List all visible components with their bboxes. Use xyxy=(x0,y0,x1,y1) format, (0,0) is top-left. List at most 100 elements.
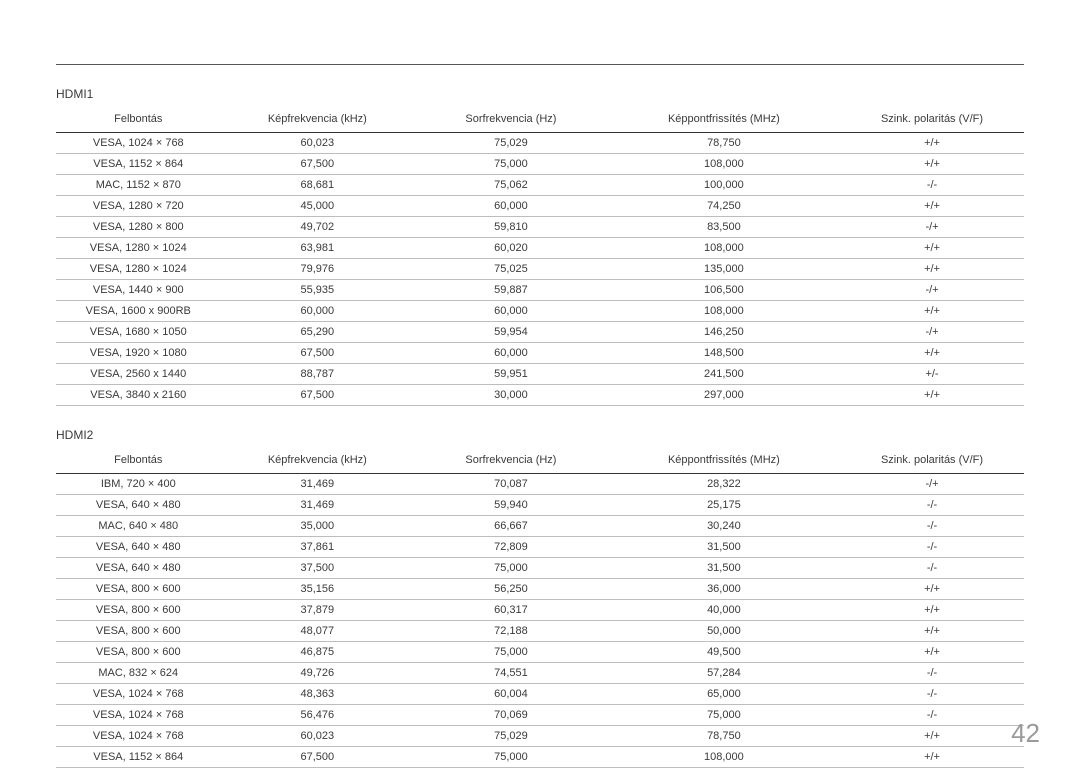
table-header-cell: Felbontás xyxy=(56,452,221,474)
table-cell: 37,500 xyxy=(221,558,415,579)
table-cell: 60,000 xyxy=(414,196,608,217)
content-area: HDMI1 FelbontásKépfrekvencia (kHz)Sorfrek… xyxy=(56,87,1024,768)
table-cell: -/- xyxy=(840,495,1024,516)
table-cell: MAC, 1152 × 870 xyxy=(56,175,221,196)
table-cell: 75,029 xyxy=(414,133,608,154)
table-row: MAC, 640 × 48035,00066,66730,240-/- xyxy=(56,516,1024,537)
table-cell: 36,000 xyxy=(608,579,840,600)
table-cell: 68,681 xyxy=(221,175,415,196)
table-cell: MAC, 832 × 624 xyxy=(56,663,221,684)
table-cell: 60,023 xyxy=(221,133,415,154)
table-cell: +/+ xyxy=(840,579,1024,600)
table-cell: 146,250 xyxy=(608,322,840,343)
table-header-cell: Szink. polaritás (V/F) xyxy=(840,452,1024,474)
table-cell: 135,000 xyxy=(608,259,840,280)
table-row: VESA, 1280 × 102463,98160,020108,000+/+ xyxy=(56,238,1024,259)
table-cell: VESA, 1920 × 1080 xyxy=(56,343,221,364)
table-cell: 66,667 xyxy=(414,516,608,537)
table-cell: 60,317 xyxy=(414,600,608,621)
table-cell: 49,702 xyxy=(221,217,415,238)
table-cell: 30,000 xyxy=(414,385,608,406)
table-cell: VESA, 1600 x 900RB xyxy=(56,301,221,322)
table-header-cell: Felbontás xyxy=(56,111,221,133)
table-cell: 108,000 xyxy=(608,238,840,259)
table-cell: 241,500 xyxy=(608,364,840,385)
table-cell: +/+ xyxy=(840,642,1024,663)
section-title: HDMI1 xyxy=(56,87,1024,101)
table-cell: 31,469 xyxy=(221,495,415,516)
table-cell: 75,025 xyxy=(414,259,608,280)
table-cell: 48,363 xyxy=(221,684,415,705)
table-cell: +/- xyxy=(840,364,1024,385)
table-cell: VESA, 1024 × 768 xyxy=(56,684,221,705)
table-cell: 79,976 xyxy=(221,259,415,280)
table-cell: +/+ xyxy=(840,726,1024,747)
table-cell: VESA, 1024 × 768 xyxy=(56,133,221,154)
table-row: MAC, 1152 × 87068,68175,062100,000-/- xyxy=(56,175,1024,196)
table-cell: 60,000 xyxy=(221,301,415,322)
table-cell: 49,500 xyxy=(608,642,840,663)
table-cell: 57,284 xyxy=(608,663,840,684)
table-cell: -/- xyxy=(840,175,1024,196)
table-cell: 31,500 xyxy=(608,537,840,558)
table-cell: 70,069 xyxy=(414,705,608,726)
table-cell: 60,004 xyxy=(414,684,608,705)
table-row: VESA, 1280 × 72045,00060,00074,250+/+ xyxy=(56,196,1024,217)
table-cell: 83,500 xyxy=(608,217,840,238)
table-cell: 48,077 xyxy=(221,621,415,642)
table-cell: +/+ xyxy=(840,238,1024,259)
table-cell: -/+ xyxy=(840,280,1024,301)
table-header-cell: Sorfrekvencia (Hz) xyxy=(414,111,608,133)
table-row: VESA, 1280 × 102479,97675,025135,000+/+ xyxy=(56,259,1024,280)
table-row: VESA, 1600 x 900RB60,00060,000108,000+/+ xyxy=(56,301,1024,322)
table-row: VESA, 3840 x 216067,50030,000297,000+/+ xyxy=(56,385,1024,406)
table-cell: 59,951 xyxy=(414,364,608,385)
table-cell: +/+ xyxy=(840,600,1024,621)
table-cell: 67,500 xyxy=(221,747,415,768)
table-cell: +/+ xyxy=(840,133,1024,154)
table-cell: VESA, 800 × 600 xyxy=(56,579,221,600)
table-row: VESA, 2560 x 144088,78759,951241,500+/- xyxy=(56,364,1024,385)
table-row: VESA, 1280 × 80049,70259,81083,500-/+ xyxy=(56,217,1024,238)
timing-table: FelbontásKépfrekvencia (kHz)Sorfrekvenci… xyxy=(56,452,1024,768)
table-header-row: FelbontásKépfrekvencia (kHz)Sorfrekvenci… xyxy=(56,452,1024,474)
table-cell: VESA, 1680 × 1050 xyxy=(56,322,221,343)
table-row: VESA, 640 × 48031,46959,94025,175-/- xyxy=(56,495,1024,516)
table-cell: 25,175 xyxy=(608,495,840,516)
table-cell: -/+ xyxy=(840,474,1024,495)
table-row: VESA, 800 × 60035,15656,25036,000+/+ xyxy=(56,579,1024,600)
table-cell: +/+ xyxy=(840,343,1024,364)
table-cell: VESA, 800 × 600 xyxy=(56,642,221,663)
table-cell: 74,250 xyxy=(608,196,840,217)
table-row: VESA, 1440 × 90055,93559,887106,500-/+ xyxy=(56,280,1024,301)
table-cell: 75,000 xyxy=(414,747,608,768)
table-cell: VESA, 640 × 480 xyxy=(56,558,221,579)
table-cell: 70,087 xyxy=(414,474,608,495)
table-cell: VESA, 1440 × 900 xyxy=(56,280,221,301)
table-cell: -/- xyxy=(840,516,1024,537)
table-cell: -/- xyxy=(840,537,1024,558)
table-row: VESA, 1024 × 76856,47670,06975,000-/- xyxy=(56,705,1024,726)
table-cell: 67,500 xyxy=(221,385,415,406)
table-cell: 75,000 xyxy=(414,558,608,579)
table-row: VESA, 1152 × 86467,50075,000108,000+/+ xyxy=(56,154,1024,175)
table-cell: VESA, 1280 × 720 xyxy=(56,196,221,217)
table-row: VESA, 1024 × 76860,02375,02978,750+/+ xyxy=(56,133,1024,154)
table-cell: 108,000 xyxy=(608,154,840,175)
table-cell: 72,188 xyxy=(414,621,608,642)
table-cell: -/- xyxy=(840,558,1024,579)
table-header-cell: Képpontfrissítés (MHz) xyxy=(608,452,840,474)
table-cell: 75,000 xyxy=(414,642,608,663)
table-cell: 75,029 xyxy=(414,726,608,747)
table-cell: 75,062 xyxy=(414,175,608,196)
table-cell: 56,250 xyxy=(414,579,608,600)
table-cell: 60,000 xyxy=(414,301,608,322)
table-cell: 45,000 xyxy=(221,196,415,217)
table-cell: 148,500 xyxy=(608,343,840,364)
table-cell: 60,020 xyxy=(414,238,608,259)
table-cell: 63,981 xyxy=(221,238,415,259)
table-cell: -/+ xyxy=(840,322,1024,343)
table-cell: 75,000 xyxy=(608,705,840,726)
table-cell: VESA, 1280 × 800 xyxy=(56,217,221,238)
table-cell: VESA, 1280 × 1024 xyxy=(56,238,221,259)
